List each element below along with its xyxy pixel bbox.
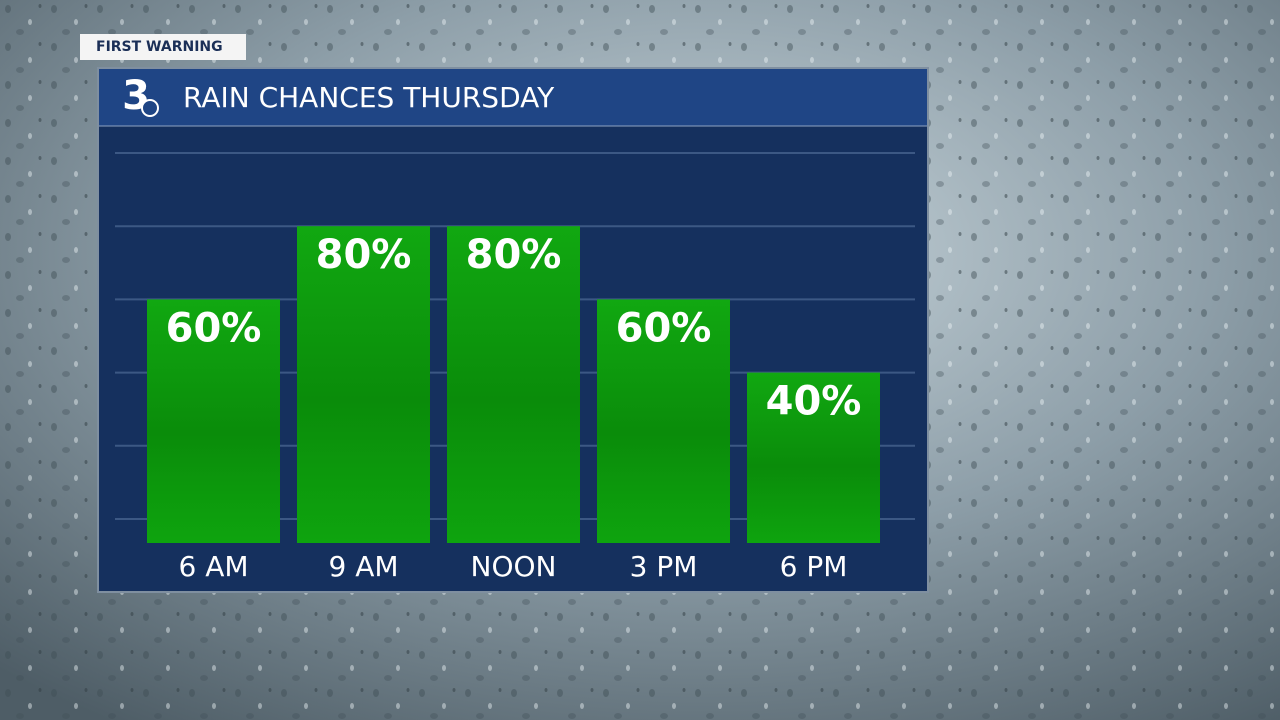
- value-label: 80%: [316, 232, 412, 278]
- bar: [147, 299, 280, 543]
- x-tick-label: 6 AM: [178, 550, 248, 583]
- x-tick-label: 6 PM: [780, 550, 848, 583]
- chart-title: RAIN CHANCES THURSDAY: [183, 81, 555, 114]
- bar: [297, 226, 430, 543]
- value-label: 60%: [616, 305, 712, 351]
- value-label: 80%: [466, 232, 562, 278]
- bar: [447, 226, 580, 543]
- bar: [747, 372, 880, 543]
- badge-box: [80, 34, 246, 60]
- x-tick-label: 3 PM: [630, 550, 698, 583]
- bar: [597, 299, 730, 543]
- value-label: 60%: [166, 305, 262, 351]
- x-tick-label: NOON: [471, 550, 557, 583]
- plot: 60% 6 AM 80% 9 AM 80% NOON 60% 3 PM 40% 6 PM: [115, 152, 915, 583]
- x-tick-label: 9 AM: [328, 550, 398, 583]
- logo-eye: [141, 99, 159, 117]
- header: [99, 69, 927, 126]
- badge: FIRST WARNING: [96, 39, 223, 55]
- value-label: 40%: [766, 379, 862, 425]
